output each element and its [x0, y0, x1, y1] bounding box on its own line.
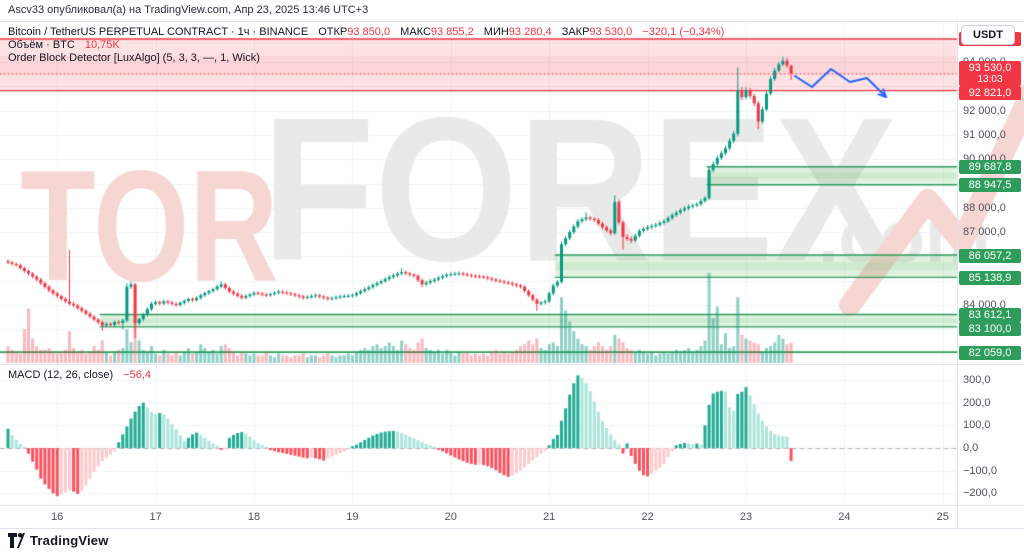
low-label: МИН: [483, 26, 509, 38]
chart-bottom-border: [0, 528, 1024, 529]
level-price-label: 85 138,9: [959, 270, 1021, 285]
time-tick-label: 19: [346, 511, 359, 523]
time-axis-border: [0, 505, 1024, 506]
time-tick-label: 18: [247, 511, 261, 523]
change-value: −320,1 (−0,34%): [642, 26, 725, 38]
level-price-label: 83 100,0: [959, 321, 1021, 336]
volume-value: 10,75K: [84, 39, 120, 51]
macd-tick-label: 100,0: [963, 419, 991, 432]
macd-legend-row[interactable]: MACD (12, 26, close) −56,4: [8, 369, 151, 381]
time-tick-label: 16: [51, 511, 64, 523]
macd-value: −56,4: [123, 369, 152, 381]
time-tick-label: 24: [838, 511, 851, 523]
price-tick-label: 87 000,0: [963, 226, 1006, 239]
symbol-legend-row[interactable]: Bitcoin / TetherUS PERPETUAL CONTRACT · …: [8, 26, 724, 38]
price-axis-border: [957, 22, 958, 528]
macd-tick-label: 200,0: [963, 396, 991, 409]
tradingview-logo[interactable]: TradingView: [8, 533, 109, 548]
time-tick-label: 25: [936, 511, 949, 523]
macd-tick-label: −100,0: [963, 464, 997, 477]
open-label: ОТКР: [318, 26, 348, 38]
level-price-label: 92 821,0: [959, 86, 1021, 101]
tradingview-logo-icon: [8, 533, 25, 548]
pane-separator[interactable]: [0, 364, 1024, 365]
level-price-label: 88 947,5: [959, 178, 1021, 193]
close-label: ЗАКР: [561, 26, 590, 38]
symbol-title: Bitcoin / TetherUS PERPETUAL CONTRACT · …: [8, 26, 309, 38]
time-tick-label: 17: [149, 511, 162, 523]
high-label: МАКС: [400, 26, 431, 38]
bar-countdown: 13:03: [977, 74, 1003, 86]
time-tick-label: 23: [739, 511, 753, 523]
level-price-label: 86 057,2: [959, 248, 1021, 263]
level-price-label: 89 687,8: [959, 160, 1021, 175]
level-price-label: 83 612,1: [959, 307, 1021, 322]
current-price-label: 93 530,0 13:03: [959, 61, 1021, 87]
currency-toggle-button[interactable]: USDT: [961, 25, 1015, 45]
orderblock-indicator-legend-row[interactable]: Order Block Detector [LuxAlgo] (5, 3, 3,…: [8, 52, 260, 64]
macd-title: MACD (12, 26, close): [8, 369, 114, 381]
low-value: 93 280,4: [508, 26, 552, 38]
time-tick-label: 22: [641, 511, 654, 523]
price-tick-label: 92 000,0: [963, 104, 1006, 117]
published-caption: Ascv33 опубликовал(а) на TradingView.com…: [8, 4, 369, 16]
open-value: 93 850,0: [347, 26, 391, 38]
price-tick-label: 88 000,0: [963, 201, 1006, 214]
macd-tick-label: 300,0: [963, 373, 991, 386]
close-value: 93 530,0: [589, 26, 633, 38]
orderblock-indicator-title: Order Block Detector [LuxAlgo] (5, 3, 3,…: [8, 52, 260, 64]
macd-tick-label: 0,0: [963, 442, 979, 454]
chart-top-border: [0, 21, 1024, 22]
tradingview-logo-text: TradingView: [30, 533, 109, 548]
volume-legend-row[interactable]: Объём · BTC 10,75K: [8, 39, 120, 51]
time-tick-label: 20: [444, 511, 457, 523]
high-value: 93 855,2: [430, 26, 474, 38]
time-tick-label: 21: [543, 511, 556, 523]
price-tick-label: 91 000,0: [963, 128, 1006, 141]
level-price-label: 82 059,0: [959, 345, 1021, 360]
volume-label: Объём · BTC: [8, 39, 75, 51]
macd-tick-label: −200,0: [963, 487, 997, 500]
